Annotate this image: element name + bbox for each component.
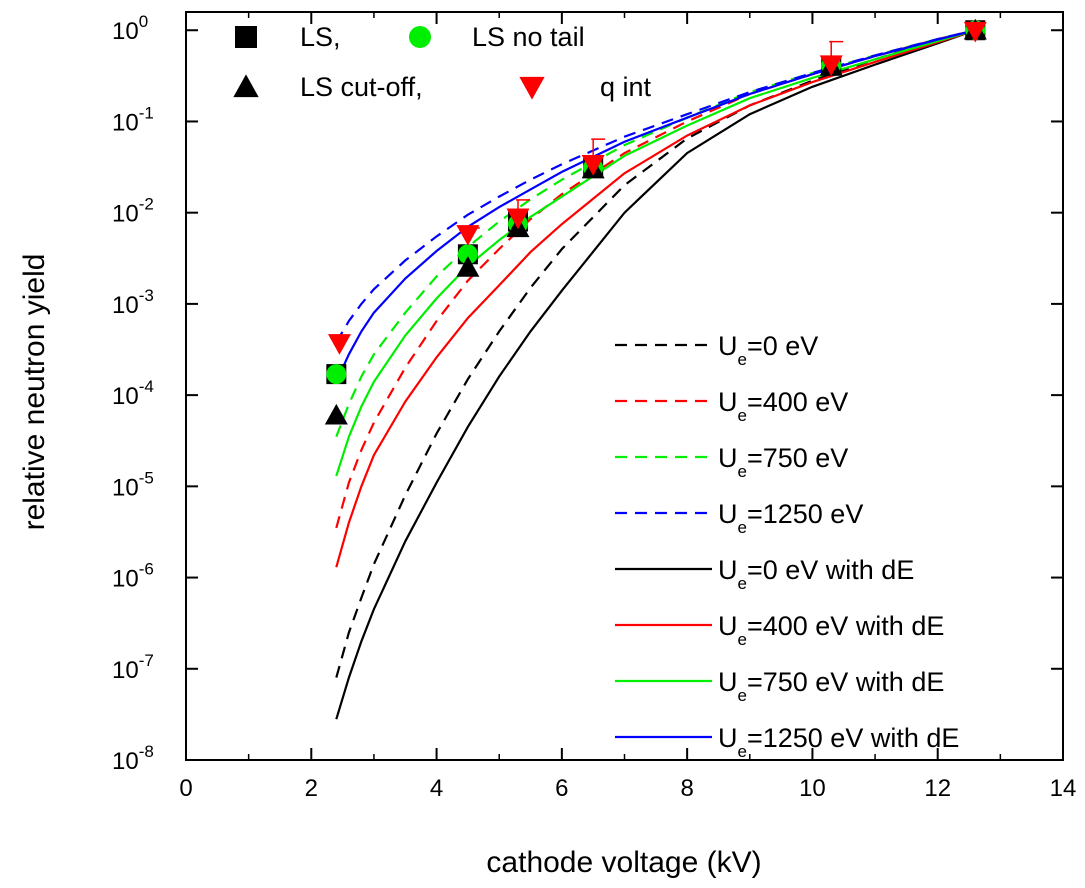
point-circle	[326, 364, 347, 385]
x-tick-label: 0	[179, 775, 192, 802]
data-points	[324, 18, 987, 425]
point-triangle-up	[456, 256, 480, 277]
y-tick-label: 10-1	[112, 103, 154, 136]
legend-label-1: Ue=0 eV	[718, 331, 818, 369]
x-tick-label: 2	[305, 775, 318, 802]
legend-markers: LS, LS no tail LS cut-off, q int	[233, 22, 652, 102]
legend-marker-circle	[409, 26, 431, 48]
legend-label-7: Ue=750 eV with dE	[718, 667, 944, 705]
point-triangle-up	[324, 403, 348, 425]
x-tick-label: 8	[680, 775, 693, 802]
point-circle	[457, 244, 478, 265]
legend-marker-label: LS cut-off,	[300, 72, 423, 102]
x-tick-labels: 0 2 4 6 8 10 12 14	[179, 775, 1076, 802]
legend-marker-triangle-up	[233, 74, 259, 98]
point-triangle-down	[581, 155, 605, 176]
x-tick-label: 6	[555, 775, 568, 802]
legend-marker-label: LS no tail	[472, 22, 585, 52]
point-triangle-down	[456, 225, 480, 246]
axis-ticks	[185, 12, 1064, 761]
legend-label-5: Ue=0 eV with dE	[718, 555, 914, 593]
curve-5	[335, 29, 976, 720]
y-axis-title: relative neutron yield	[18, 254, 51, 531]
legend-marker-label: q int	[600, 72, 652, 102]
x-tick-label: 10	[799, 775, 826, 802]
y-tick-label: 10-3	[112, 286, 154, 319]
legend-label-6: Ue=400 eV with dE	[718, 611, 944, 649]
curve-1	[335, 29, 976, 678]
point-triangle-down	[963, 21, 987, 43]
point-triangle-down	[327, 334, 351, 355]
x-tick-label: 12	[924, 775, 951, 802]
y-tick-label: 10-7	[112, 651, 154, 684]
y-tick-label: 10-2	[112, 195, 154, 228]
legend-marker-label: LS,	[300, 22, 341, 52]
x-tick-label: 4	[430, 775, 443, 802]
y-tick-label: 10-5	[112, 468, 154, 501]
legend-marker-triangle-down	[519, 76, 545, 100]
point-triangle-down	[819, 55, 843, 77]
legend-label-2: Ue=400 eV	[718, 387, 848, 425]
legend-label-4: Ue=1250 eV	[718, 499, 863, 537]
y-tick-label: 10-6	[112, 560, 154, 593]
legend-marker-square	[235, 26, 257, 48]
legend-curves: Ue=0 eV Ue=400 eV Ue=750 eV Ue=1250 eV Ue=0 …	[615, 331, 959, 761]
y-tick-label: 10-8	[112, 742, 154, 775]
y-tick-label: 100	[112, 12, 148, 45]
point-triangle-down	[506, 208, 530, 230]
legend-label-3: Ue=750 eV	[718, 443, 848, 481]
x-axis-title: cathode voltage (kV)	[486, 846, 761, 879]
legend-label-8: Ue=1250 eV with dE	[718, 723, 959, 761]
x-tick-label: 14	[1050, 775, 1077, 802]
y-tick-label: 10-4	[112, 377, 154, 410]
y-tick-labels: 100 10-1 10-2 10-3 10-4 10-5 10-6 10-7 10-8	[112, 12, 154, 775]
